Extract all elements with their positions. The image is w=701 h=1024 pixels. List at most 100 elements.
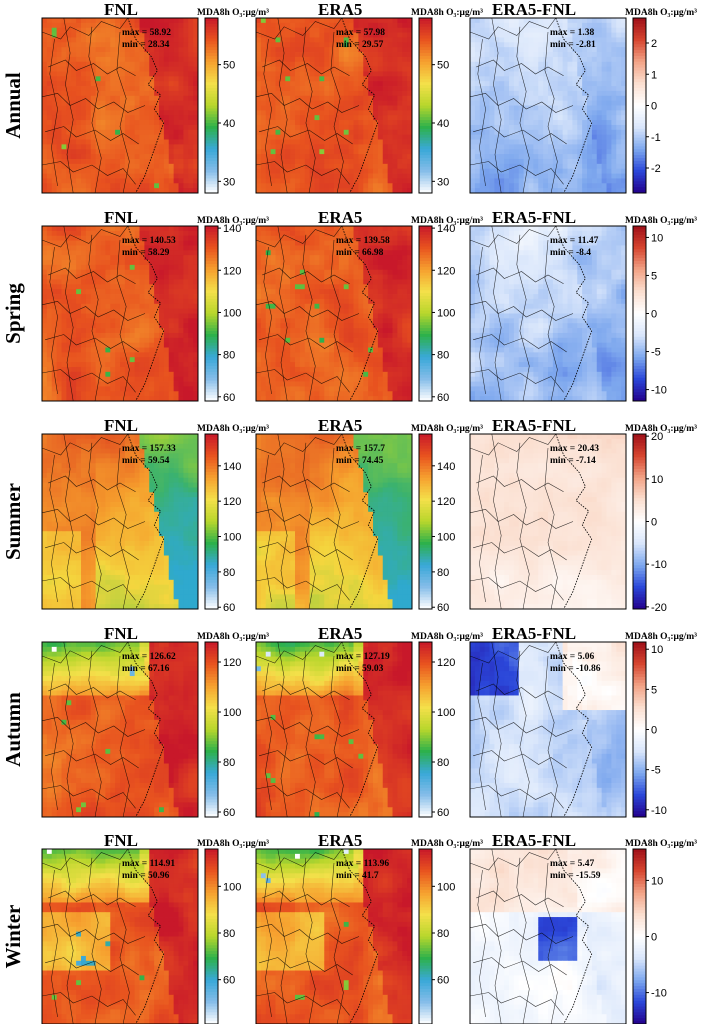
province-border <box>42 785 136 809</box>
field-raster <box>256 226 412 401</box>
coastline <box>555 18 593 193</box>
province-border <box>63 226 74 401</box>
field-raster <box>256 849 412 1024</box>
province-border <box>473 750 567 769</box>
province-border <box>476 59 564 77</box>
coastline <box>555 642 593 817</box>
colorbar-autumn-era5: 120 100 80 60 MDA8h O₃:μg/m³ <box>411 632 483 819</box>
province-border <box>42 161 136 185</box>
colorbar-tick-label: 40 <box>223 118 235 130</box>
colorbar-tick-label: 80 <box>223 567 235 579</box>
max-value: max = 157.33 <box>122 444 176 454</box>
column-title-era5: ERA5 <box>318 0 362 19</box>
unit-label: MDA8h O₃:μg/m³ <box>625 839 697 849</box>
province-border <box>477 662 486 811</box>
province-border <box>470 369 564 393</box>
province-border <box>263 869 272 1018</box>
province-border <box>470 300 574 321</box>
province-border <box>470 716 574 737</box>
map-frame <box>469 641 627 818</box>
province-border <box>256 716 360 737</box>
province-border <box>42 92 146 113</box>
province-border <box>42 300 146 321</box>
field-raster <box>42 226 198 401</box>
unit-label: MDA8h O₃:μg/m³ <box>625 8 697 18</box>
unit-label: MDA8h O₃:μg/m³ <box>411 424 483 434</box>
province-border <box>256 508 360 529</box>
province-border <box>330 655 344 817</box>
max-value: max = 114.91 <box>122 859 175 869</box>
province-border <box>263 246 272 395</box>
province-border <box>470 577 564 601</box>
province-border <box>476 890 564 908</box>
province-border <box>88 442 102 609</box>
field-raster <box>470 849 626 1024</box>
colorbar-tick-label: -10 <box>651 559 667 571</box>
province-border <box>516 26 530 193</box>
field-raster <box>256 642 412 817</box>
map-panel-annual-fnl: max = 58.92 min = 28.34 <box>41 17 199 194</box>
colorbar-tick-label: 5 <box>651 684 657 696</box>
province-border <box>330 447 344 609</box>
column-title-era5: ERA5 <box>318 624 362 643</box>
map-frame <box>41 641 199 818</box>
colorbar-tick-label: -1 <box>651 132 661 144</box>
province-border <box>277 849 288 1024</box>
province-border <box>63 642 74 817</box>
coastline <box>555 226 593 401</box>
province-border <box>256 642 343 664</box>
colorbar-autumn-fnl: 120 100 80 60 MDA8h O₃:μg/m³ <box>197 632 269 819</box>
province-border <box>42 716 146 737</box>
province-border <box>491 642 502 817</box>
colorbar-tick-label: 100 <box>437 707 455 719</box>
field-raster <box>256 18 412 193</box>
column-title-era5-fnl: ERA5-FNL <box>492 831 576 850</box>
province-border <box>477 869 486 1018</box>
colorbar-tick-label: 100 <box>437 307 455 319</box>
province-border <box>473 334 567 353</box>
colorbar-tick-label: 10 <box>651 232 663 244</box>
province-border <box>45 750 139 769</box>
field-raster <box>470 642 626 817</box>
colorbar-tick-label: 50 <box>437 60 449 72</box>
province-border <box>491 18 502 193</box>
map-panel-winter-era5-fnl: max = 5.47 min = -15.59 <box>469 848 627 1024</box>
unit-label: MDA8h O₃:μg/m³ <box>625 632 697 642</box>
row-label-spring: Spring <box>1 283 25 344</box>
province-border <box>473 542 567 561</box>
province-border <box>116 239 130 401</box>
province-border <box>42 226 129 248</box>
province-border <box>116 862 130 1024</box>
province-border <box>256 434 343 456</box>
province-border <box>42 849 129 871</box>
row-label-annual: Annual <box>1 72 25 139</box>
province-border <box>277 18 288 193</box>
column-title-era5-fnl: ERA5-FNL <box>492 208 576 227</box>
column-title-fnl: FNL <box>104 416 138 435</box>
colorbar-tick-label: 10 <box>651 644 663 656</box>
column-title-era5-fnl: ERA5-FNL <box>492 624 576 643</box>
province-border <box>116 31 130 193</box>
unit-label: MDA8h O₃:μg/m³ <box>197 216 269 226</box>
province-border <box>262 890 350 908</box>
colorbar-tick-label: 60 <box>223 602 235 614</box>
colorbar-tick-label: 120 <box>223 265 241 277</box>
coastline <box>555 434 593 609</box>
province-border <box>45 126 139 145</box>
colorbar-tick-label: 140 <box>223 223 241 235</box>
province-border <box>88 26 102 193</box>
min-value: min = 29.57 <box>336 40 384 50</box>
colorbar-tick-label: 120 <box>437 265 455 277</box>
province-border <box>256 923 360 944</box>
province-border <box>277 226 288 401</box>
column-title-era5-fnl: ERA5-FNL <box>492 0 576 19</box>
province-border <box>470 161 564 185</box>
province-border <box>330 31 344 193</box>
coastline <box>341 434 379 609</box>
unit-label: MDA8h O₃:μg/m³ <box>197 632 269 642</box>
max-value: max = 139.58 <box>336 236 390 246</box>
coastline <box>555 849 593 1024</box>
province-border <box>263 454 272 603</box>
colorbar-tick-label: 80 <box>437 757 449 769</box>
max-value: max = 127.19 <box>336 652 390 662</box>
